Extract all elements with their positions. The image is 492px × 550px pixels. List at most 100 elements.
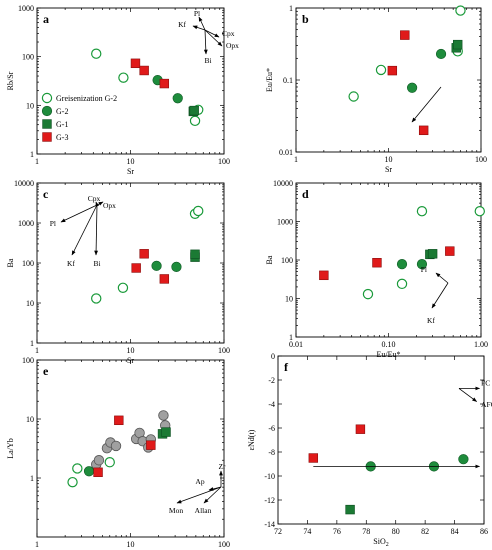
- point-g-3-2: [159, 78, 170, 89]
- vector-pl: [198, 16, 206, 31]
- x-tick-label: 100: [218, 540, 230, 549]
- point-greisenization-g-2-1: [396, 278, 408, 290]
- point-g-2-0: [407, 82, 418, 93]
- vector-label-pl: Pl: [194, 9, 200, 18]
- point-g-3-0: [308, 453, 319, 463]
- point-greisenization-g-2-3: [474, 206, 485, 217]
- vector-label-bi: Bi: [204, 56, 211, 65]
- vector-label-zr: Zr: [218, 462, 226, 471]
- vector-label-opx: Opx: [103, 201, 116, 210]
- point-g-1-1: [189, 105, 199, 116]
- y-tick-label: -8: [268, 448, 275, 457]
- y-tick-label: -10: [264, 472, 275, 481]
- point-g-2-1: [416, 259, 428, 270]
- vector-allan: [203, 486, 222, 504]
- x-axis-label: Eu/Eu*: [377, 350, 401, 359]
- legend-entry-label: Greisenization G-2: [56, 94, 117, 103]
- y-tick-label: 1: [289, 4, 293, 13]
- y-axis-label: La/Yb: [6, 438, 15, 458]
- x-tick-label: 10: [127, 540, 135, 549]
- y-tick-label: 1000: [18, 219, 34, 228]
- point-g-2-1: [172, 93, 183, 104]
- point-g-3-1: [114, 415, 124, 426]
- vector-label-kf: Kf: [178, 20, 186, 29]
- point-g-3-0: [93, 467, 103, 477]
- x-tick-label: 10: [127, 157, 135, 166]
- vector-label-pl: Pl: [50, 219, 56, 228]
- vector-label-kf: Kf: [67, 259, 75, 268]
- y-axis-label: εNd(t): [247, 429, 256, 450]
- vector-label-afc: AFC: [481, 400, 492, 409]
- x-tick-label: 10: [385, 155, 393, 164]
- y-tick-label: 1000: [18, 4, 34, 13]
- x-tick-label: 1: [35, 346, 39, 355]
- y-axis-label: Ba: [6, 258, 15, 267]
- x-tick-label: 86: [480, 527, 488, 536]
- y-tick-label: 100: [22, 356, 34, 365]
- point-greisenization-g-2-0: [348, 91, 359, 102]
- x-tick-label: 80: [392, 527, 400, 536]
- point-greisenization-g-2-0: [91, 48, 102, 59]
- vector-pl: [60, 204, 98, 223]
- point-greisenization-g-2-3: [193, 205, 204, 217]
- point-g-1-1: [427, 249, 438, 259]
- x-tick-label: 1.00: [474, 340, 488, 349]
- point-g-3-2: [445, 246, 455, 256]
- point-g-2-1: [435, 48, 447, 60]
- y-tick-label: 1: [30, 474, 34, 483]
- vector-label-bi: Bi: [93, 259, 100, 268]
- point-greisenization-g-2-legend: [41, 92, 53, 104]
- legend: Greisenization G-2 G-2 G-1 G-3: [41, 92, 117, 142]
- point-g-2-0: [83, 466, 95, 477]
- panel-letter: a: [43, 12, 49, 26]
- vector-cpx: [95, 201, 100, 207]
- panel-a: 1 10 100 1 10 100 1000 Sr Rb/Sr a Pl Kf Cpx Opx Bi Grei…: [6, 4, 239, 176]
- x-tick-label: 100: [218, 346, 230, 355]
- x-tick-label: 84: [451, 527, 459, 536]
- vector-cpx: [204, 29, 220, 38]
- point-greisenization-g-2-1: [117, 282, 129, 293]
- x-tick-label: 72: [274, 527, 282, 536]
- point-g-1-1: [453, 39, 463, 50]
- point-g-3-legend: [42, 132, 52, 142]
- point-greisenization-g-2-2: [104, 457, 115, 468]
- plot-frame: [277, 355, 485, 525]
- point-g-3-2: [418, 125, 429, 136]
- point-greisenization-g-2-3: [455, 5, 466, 16]
- point-greisenization-g-2-2: [189, 115, 201, 127]
- y-tick-label: 10000: [273, 179, 293, 188]
- panel-letter: e: [43, 364, 49, 378]
- x-tick-label: 0.10: [382, 340, 396, 349]
- y-tick-label: -12: [264, 496, 275, 505]
- legend-entry-label: G-2: [56, 107, 68, 116]
- vector-label-ap: Ap: [195, 477, 204, 486]
- panel-letter: b: [302, 12, 309, 26]
- point-g-2-legend: [41, 105, 53, 117]
- vector-kf: [431, 282, 449, 309]
- x-tick-label: 82: [421, 527, 429, 536]
- point-greisenization-g-2-0: [362, 288, 374, 300]
- y-tick-label: 0: [271, 352, 275, 361]
- y-tick-label: 10000: [14, 179, 34, 188]
- vector-label-allan: Allan: [195, 506, 212, 515]
- y-tick-label: 1: [289, 333, 293, 342]
- vector-bi: [94, 204, 99, 256]
- y-tick-label: 1: [30, 339, 34, 348]
- vector-pl: [435, 272, 449, 284]
- y-tick-label: 100: [22, 259, 34, 268]
- point-g-3-1: [372, 258, 382, 268]
- vector-label-mon: Mon: [169, 506, 183, 515]
- y-tick-label: 100: [22, 53, 34, 62]
- vector-kf: [192, 25, 206, 31]
- point-grey-1: [93, 455, 105, 466]
- panel-d: 0.01 0.10 1.00 1 10 100 1000 10000 Eu/Eu* Ba d Pl Kf: [265, 179, 488, 359]
- panel-b: 1 10 100 0.01 0.1 1 Sr Eu/Eu* b: [265, 4, 487, 174]
- point-greisenization-g-2-0: [67, 476, 78, 488]
- plot-frame: [295, 182, 482, 338]
- y-axis-label: Rb/Sr: [6, 71, 15, 90]
- vector-label-pl: Pl: [421, 265, 427, 274]
- point-grey-10: [158, 410, 169, 421]
- vector-label-kf: Kf: [427, 316, 435, 325]
- point-g-3-1: [139, 65, 149, 76]
